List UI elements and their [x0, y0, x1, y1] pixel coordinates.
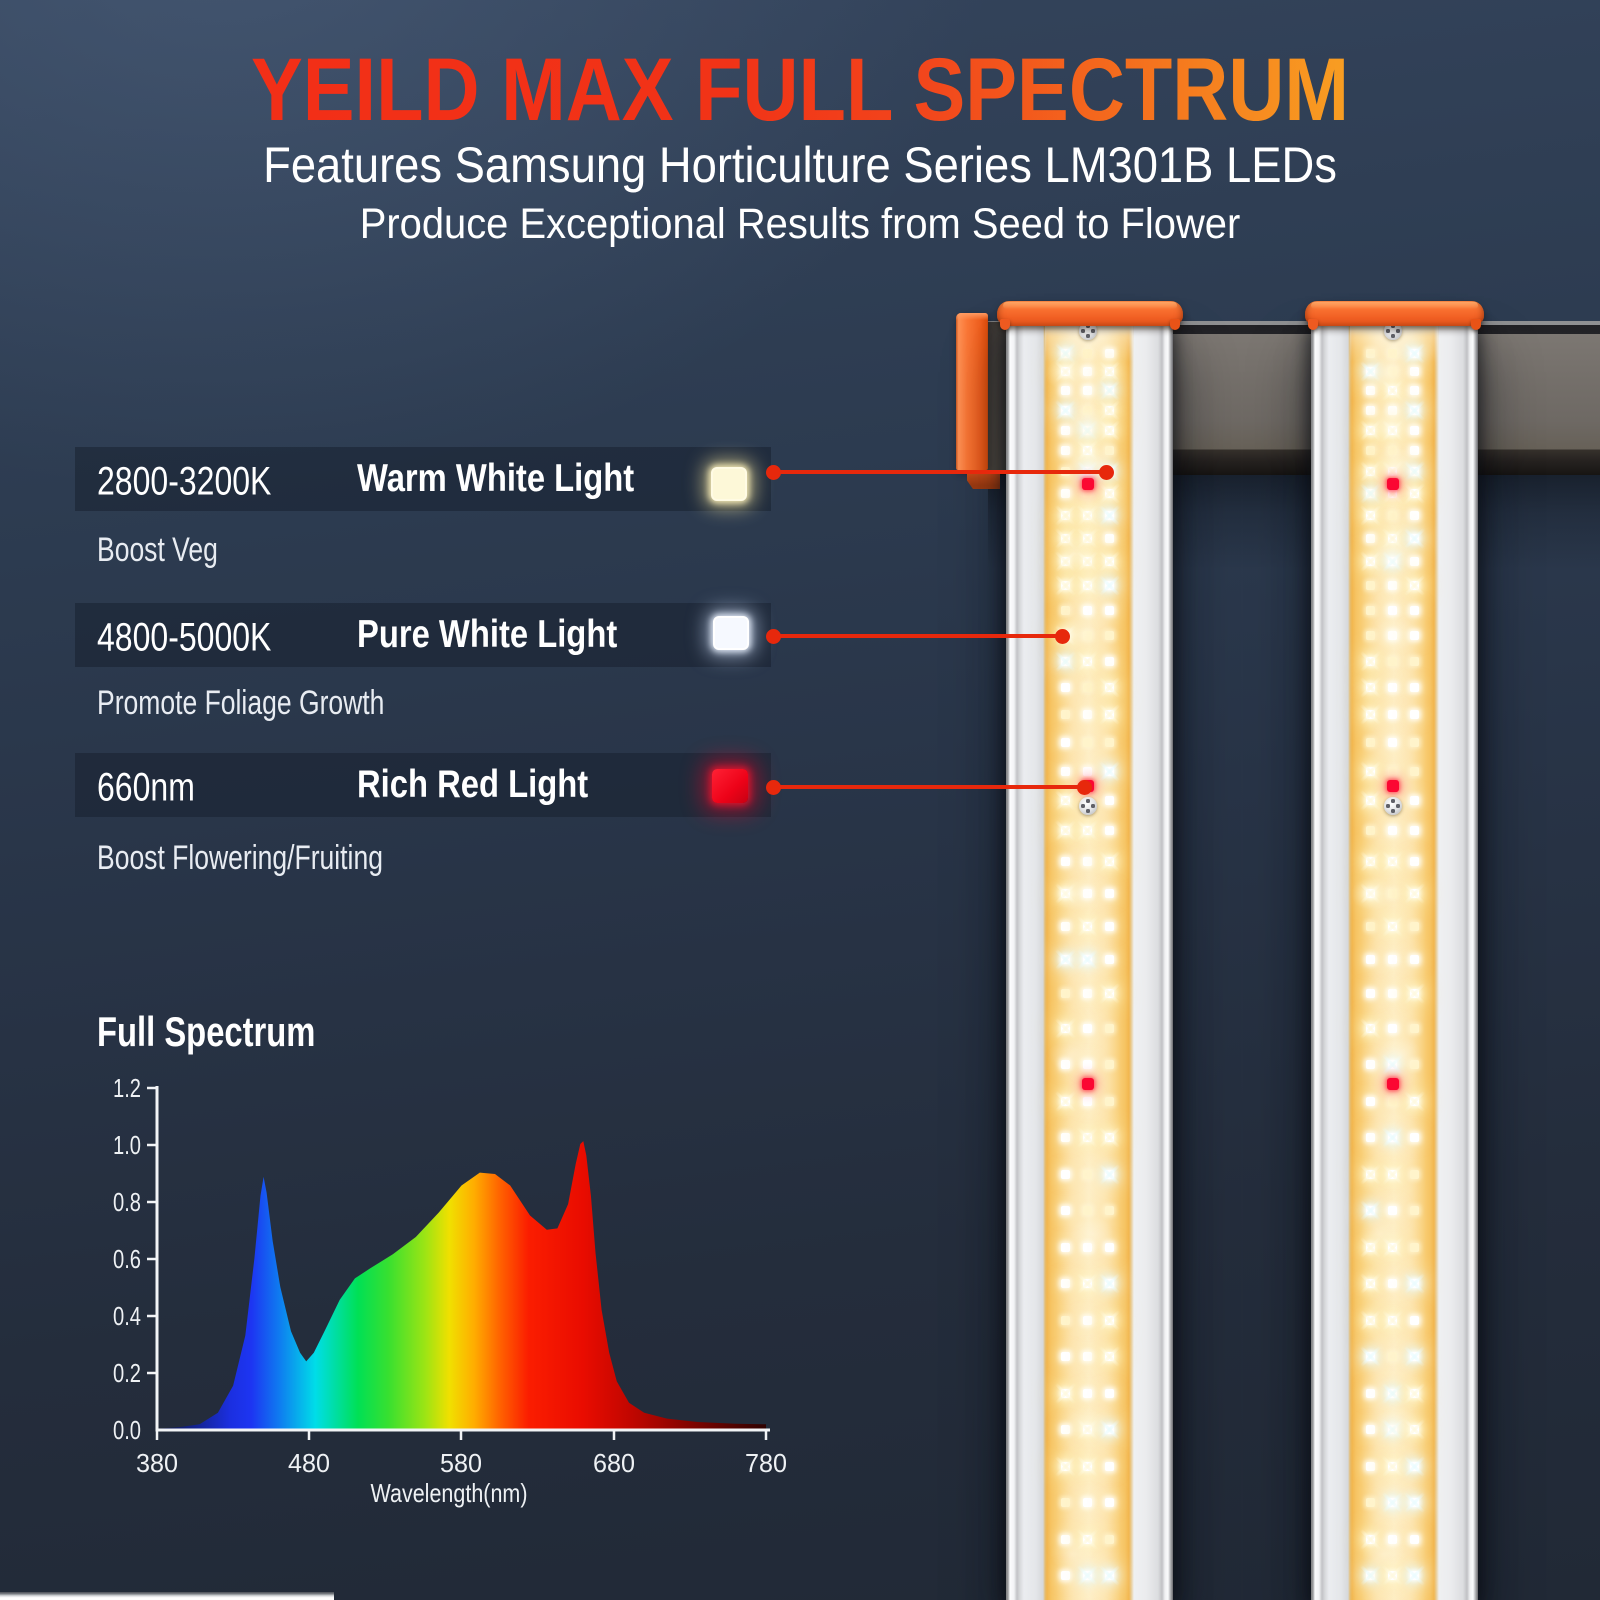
svg-text:1.0: 1.0: [113, 1130, 141, 1160]
svg-text:0.8: 0.8: [113, 1187, 141, 1217]
svg-text:0.0: 0.0: [113, 1415, 141, 1445]
svg-text:0.2: 0.2: [113, 1358, 141, 1388]
svg-text:1.2: 1.2: [113, 1073, 141, 1103]
svg-text:480: 480: [288, 1448, 330, 1478]
svg-text:380: 380: [136, 1448, 178, 1478]
svg-text:0.4: 0.4: [113, 1301, 141, 1331]
svg-text:0.6: 0.6: [113, 1244, 141, 1274]
svg-text:780: 780: [745, 1448, 787, 1478]
svg-text:Wavelength(nm): Wavelength(nm): [371, 1478, 528, 1508]
svg-text:580: 580: [440, 1448, 482, 1478]
svg-text:680: 680: [593, 1448, 635, 1478]
